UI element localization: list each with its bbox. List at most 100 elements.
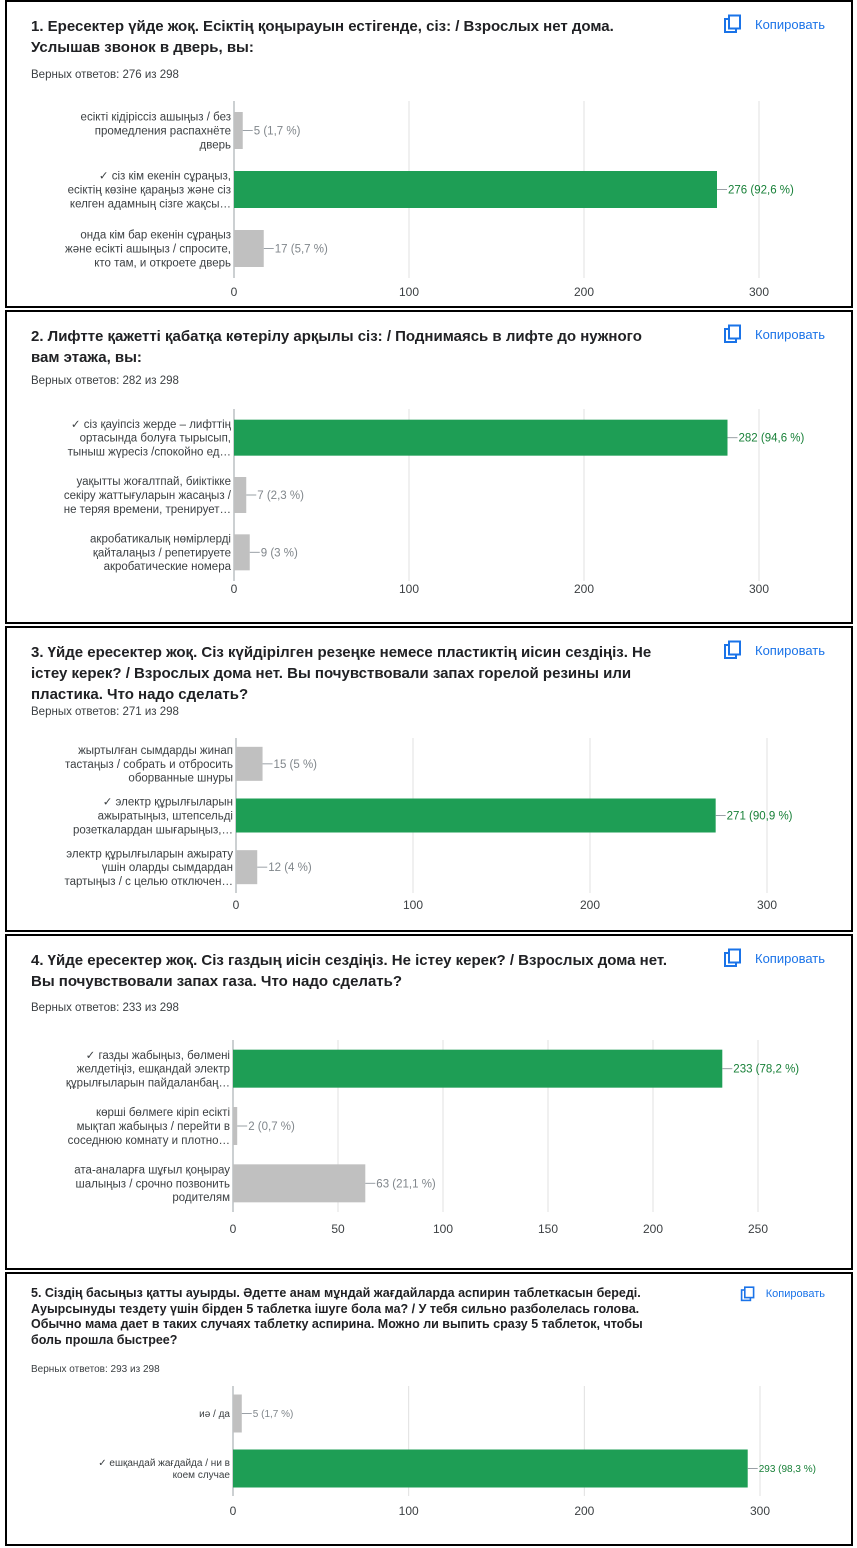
x-tick-label: 200 <box>580 898 600 912</box>
bar-chart: 0 50 100 150 200 250 ✓ газды жабыңыз, бөлмені ж… <box>66 1040 799 1236</box>
category-label: электр құрылғыларын ажырату <box>66 848 233 860</box>
data-label: 293 (98,3 %) <box>759 1464 816 1475</box>
correct-answers-count: Верных ответов: 293 из 298 <box>31 1364 160 1375</box>
category-label: тартыңыз / с целью отключен… <box>64 876 233 888</box>
x-tick-label: 0 <box>231 582 238 596</box>
copy-icon <box>724 14 741 33</box>
data-label: 12 (4 %) <box>268 862 312 874</box>
category-label: соседнюю комнату и плотно… <box>68 1135 230 1147</box>
question-title: 3. Үйде ересектер жоқ. Сіз күйдірілген р… <box>31 644 652 703</box>
data-label: 17 (5,7 %) <box>275 244 328 256</box>
x-tick-label: 300 <box>749 285 769 299</box>
category-label: оборванные шнуры <box>128 773 233 785</box>
category-label: келген адамның сізге жақсы… <box>70 198 231 210</box>
category-label: тастаңыз / собрать и отбросить <box>65 759 233 771</box>
copy-button-label: Копировать <box>755 16 825 32</box>
data-label: 5 (1,7 %) <box>254 126 301 138</box>
category-label: мықтап жабыңыз / перейти в <box>77 1121 230 1133</box>
copy-button-label: Копировать <box>755 642 825 658</box>
question-card-3: 3. Үйде ересектер жоқ. Сіз күйдірілген р… <box>5 626 853 932</box>
category-label: есікті кідіріссіз ашыңыз / без <box>81 112 231 124</box>
category-label: шалыңыз / срочно позвонить <box>76 1178 230 1190</box>
category-label: дверь <box>200 139 231 151</box>
x-tick-label: 100 <box>399 285 419 299</box>
bar-chart: 0 100 200 300 есікті кідіріссіз ашыңыз / без… <box>65 101 794 299</box>
question-title: 4. Үйде ересектер жоқ. Сіз газдың иісін … <box>31 952 668 990</box>
x-tick-label: 150 <box>538 1222 558 1236</box>
category-label: онда кім бар екенін сұраңыз <box>80 230 231 242</box>
x-tick-label: 100 <box>399 1504 419 1518</box>
x-tick-label: 50 <box>331 1222 345 1236</box>
copy-button[interactable]: Копировать <box>723 324 825 344</box>
correct-answers-count: Верных ответов: 233 из 298 <box>31 1002 179 1014</box>
copy-icon <box>724 324 741 343</box>
category-label: акробатические номера <box>104 561 232 573</box>
x-tick-label: 200 <box>574 1504 594 1518</box>
category-label: ✓ газды жабыңыз, бөлмені <box>86 1050 230 1062</box>
question-card-5: 5. Сіздің басыңыз қатты ауырды. Әдетте а… <box>5 1272 853 1546</box>
bar <box>234 534 250 571</box>
question-title: 1. Ересектер үйде жоқ. Есіктің қоңырауын… <box>31 18 614 56</box>
category-label: ✓ сіз кім екенін сұраңыз, <box>99 171 231 183</box>
category-label: ата-аналарға шұғыл қоңырау <box>74 1165 230 1177</box>
bar <box>233 1394 242 1433</box>
data-label: 5 (1,7 %) <box>253 1409 294 1420</box>
data-label: 2 (0,7 %) <box>248 1121 295 1133</box>
correct-answers-count: Верных ответов: 271 из 298 <box>31 706 179 718</box>
x-tick-label: 0 <box>230 1504 237 1518</box>
data-label: 282 (94,6 %) <box>739 433 805 445</box>
category-label: тыныш жүресіз /спокойно ед… <box>68 446 231 458</box>
x-tick-label: 200 <box>574 285 594 299</box>
bar-chart: 0 100 200 300 иә / да 5 (1,7 %) ✓ ешқандай жағ… <box>98 1386 816 1518</box>
bar <box>234 171 717 208</box>
question-title: 5. Сіздің басыңыз қатты ауырды. Әдетте а… <box>31 1286 643 1347</box>
category-label: родителям <box>172 1192 230 1204</box>
correct-answers-count: Верных ответов: 276 из 298 <box>31 69 179 81</box>
bar <box>236 798 716 833</box>
category-label: қайталаңыз / репетируете <box>93 547 231 559</box>
data-label: 7 (2,3 %) <box>257 490 304 502</box>
copy-button[interactable]: Копировать <box>740 1286 825 1302</box>
category-label: коем случае <box>173 1470 231 1481</box>
bar-chart: 0 100 200 300 ✓ сіз қауіпсіз жерде – лифттің… <box>64 409 805 596</box>
x-tick-label: 100 <box>399 582 419 596</box>
x-tick-label: 300 <box>757 898 777 912</box>
x-tick-label: 300 <box>750 1504 770 1518</box>
bar-chart: 0 100 200 300 жыртылған сымдарды жинап тастаң… <box>64 738 793 912</box>
bar <box>233 1107 238 1145</box>
x-tick-label: 200 <box>643 1222 663 1236</box>
category-label: ажыратыңыз, штепсельді <box>98 811 233 823</box>
category-label: кто там, и откроете дверь <box>94 257 231 269</box>
copy-button-label: Копировать <box>755 950 825 966</box>
data-label: 15 (5 %) <box>274 759 318 771</box>
bar <box>234 419 728 456</box>
category-label: жыртылған сымдарды жинап <box>78 745 233 757</box>
bar <box>234 477 247 513</box>
question-card-1: 1. Ересектер үйде жоқ. Есіктің қоңырауын… <box>5 0 853 308</box>
copy-button[interactable]: Копировать <box>723 640 825 660</box>
copy-icon <box>740 1286 755 1302</box>
category-label: көрші бөлмеге кіріп есікті <box>96 1107 230 1119</box>
category-label: желдетіңіз, ешқандай электр <box>77 1064 230 1076</box>
category-label: үшін оларды сымдардан <box>102 862 233 874</box>
category-label: иә / да <box>199 1409 230 1420</box>
category-label: розеткалардан шығарыңыз,… <box>73 824 233 836</box>
bar <box>233 1164 366 1203</box>
bar <box>233 1449 748 1488</box>
copy-button-label: Копировать <box>765 1288 825 1300</box>
x-tick-label: 100 <box>403 898 423 912</box>
data-label: 276 (92,6 %) <box>728 185 794 197</box>
category-label: уақытты жоғалтпай, биіктікке <box>76 476 231 488</box>
category-label: ✓ сіз қауіпсіз жерде – лифттің <box>71 419 232 431</box>
question-card-2: 2. Лифтте қажетті қабатқа көтерілу арқыл… <box>5 310 853 624</box>
bar <box>233 1049 723 1088</box>
data-label: 9 (3 %) <box>261 547 298 559</box>
category-label: және есікті ашыңыз / спросите, <box>65 244 231 256</box>
category-label: ✓ ешқандай жағдайда / ни в <box>98 1458 230 1469</box>
x-tick-label: 250 <box>748 1222 768 1236</box>
category-label: есіктің көзіне қараңыз және сіз <box>68 185 231 197</box>
copy-button[interactable]: Копировать <box>723 14 825 34</box>
category-label: ортасында болуға тырысып, <box>80 433 231 445</box>
copy-button[interactable]: Копировать <box>723 948 825 968</box>
copy-icon <box>724 640 741 659</box>
